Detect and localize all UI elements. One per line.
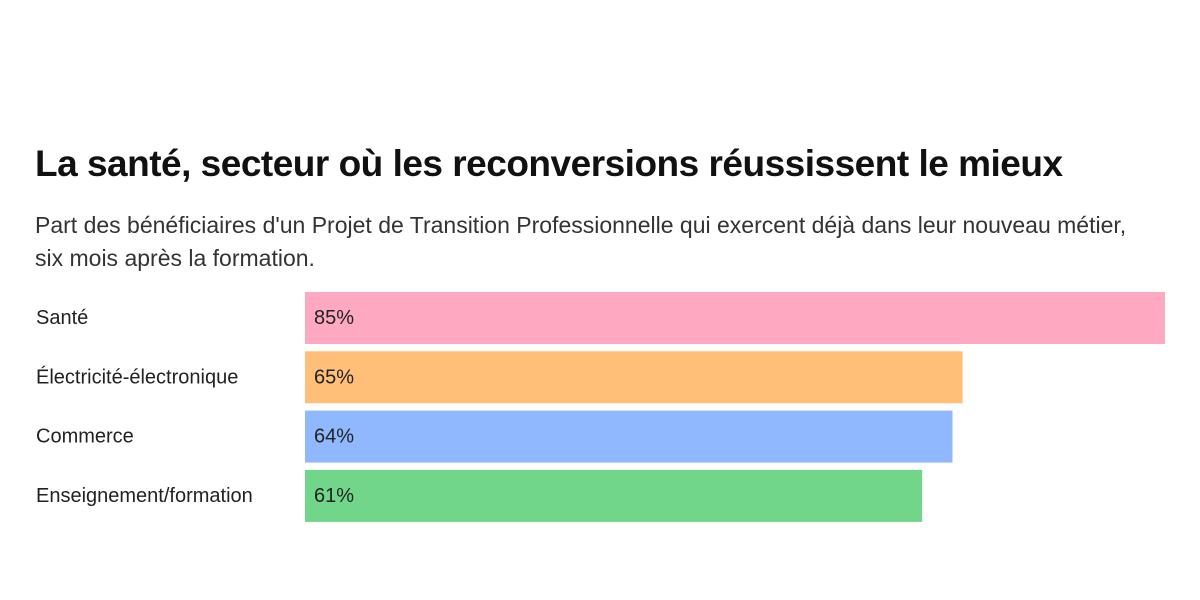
category-label: Enseignement/formation [36, 485, 253, 507]
category-label: Commerce [36, 426, 134, 448]
value-label: 65% [314, 366, 354, 388]
value-label: 61% [314, 485, 354, 507]
category-label: Électricité-électronique [36, 365, 238, 388]
bar-0 [305, 292, 1165, 344]
value-label: 85% [314, 307, 354, 329]
chart-subtitle: Part des bénéficiaires d'un Projet de Tr… [35, 212, 1127, 271]
bar-1 [305, 351, 963, 404]
category-label: Santé [36, 307, 88, 329]
chart-title: La santé, secteur où les reconversions r… [35, 143, 1063, 184]
bar-3 [305, 469, 923, 522]
bar-2 [305, 410, 953, 463]
value-label: 64% [314, 426, 354, 448]
